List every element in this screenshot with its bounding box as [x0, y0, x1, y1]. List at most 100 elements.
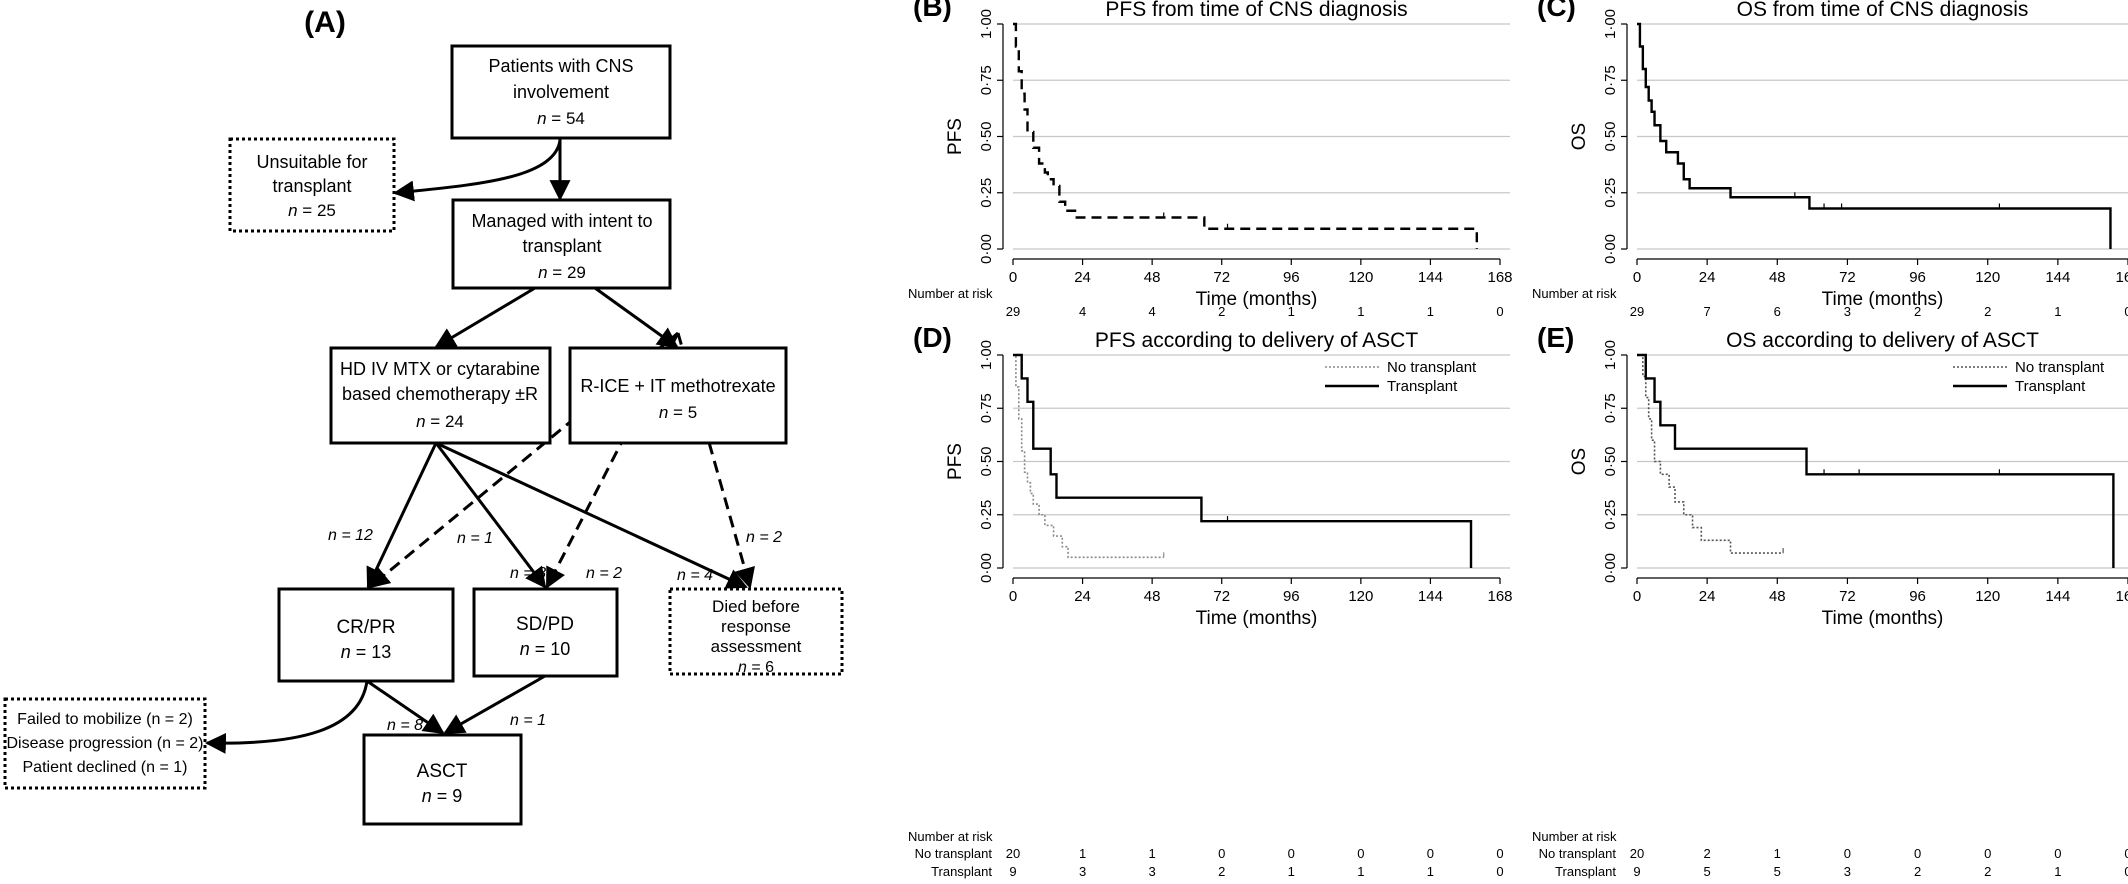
risk-header: Number at risk: [1532, 829, 1617, 844]
risk-value: 9: [1009, 864, 1016, 879]
risk-value: 1: [1357, 304, 1364, 319]
x-tick-label: 168: [1487, 588, 1512, 605]
risk-value: 2: [1914, 864, 1921, 879]
edge-hdmtx-to-died: [435, 441, 748, 589]
chart-title: PFS from time of CNS diagnosis: [1105, 0, 1407, 21]
risk-value: 20: [1630, 846, 1644, 861]
y-tick-label: 0·00: [978, 234, 995, 264]
km-curve-no-transplant: [1013, 354, 1164, 559]
risk-value: 1: [2054, 304, 2061, 319]
edge-label-rice-died: n = 2: [746, 529, 782, 546]
risk-value: 3: [1079, 864, 1086, 879]
risk-value: 0: [1288, 846, 1295, 861]
risk-value: 0: [1844, 846, 1851, 861]
km-panels: (B) PFS from time of CNS diagnosis 0·00 0·2…: [908, 0, 2128, 879]
risk-value: 0: [2124, 846, 2128, 861]
svg-text:n = 54: n = 54: [537, 109, 585, 128]
box-cns-n: 54: [566, 109, 585, 128]
x-tick-label: 48: [1144, 588, 1161, 605]
x-tick-label: 48: [1769, 588, 1786, 605]
x-tick-label: 144: [1418, 588, 1443, 605]
y-tick-label: 1·00: [978, 9, 995, 39]
svg-text:n = 13: n = 13: [341, 642, 392, 662]
svg-text:n = 10: n = 10: [520, 639, 571, 659]
y-tick-label: 0·50: [978, 121, 995, 151]
x-tick-label: 168: [1487, 269, 1512, 286]
box-unsuitable: Unsuitable for transplant n = 25: [228, 137, 396, 233]
risk-value: 0: [1496, 846, 1503, 861]
box-asct-n: 9: [452, 786, 462, 806]
edge-label-hd-sd: n = 1: [457, 530, 493, 547]
x-tick-label: 144: [2045, 588, 2070, 605]
risk-value: 1: [1427, 864, 1434, 879]
box-crpr-line1: CR/PR: [336, 617, 395, 638]
risk-value: 2: [1984, 304, 1991, 319]
legend-label: Transplant: [1387, 378, 1458, 395]
x-tick-label: 24: [1074, 588, 1091, 605]
risk-value: 0: [1427, 846, 1434, 861]
x-tick-label: 96: [1909, 269, 1926, 286]
risk-header: Number at risk: [1532, 286, 1617, 301]
box-cns-line1: Patients with CNS: [488, 56, 633, 76]
y-tick-label: 0·75: [978, 65, 995, 95]
km-curve-transplant: [1013, 353, 1473, 568]
box-hdmtx: HD IV MTX or cytarabine based chemothera…: [329, 346, 552, 445]
risk-value: 1: [1357, 864, 1364, 879]
risk-row-label: No transplant: [1539, 846, 1617, 861]
svg-text:n = 29: n = 29: [538, 263, 586, 282]
km-curve-all: [1013, 22, 1479, 249]
x-tick-label: 72: [1839, 269, 1856, 286]
panel-label: (B): [913, 0, 952, 22]
risk-value: 20: [1006, 846, 1020, 861]
risk-value: 29: [1630, 304, 1644, 319]
risk-value: 1: [1079, 846, 1086, 861]
x-tick-label: 120: [1975, 588, 2000, 605]
edge-label-hd-cr: n = 12: [328, 527, 373, 544]
y-tick-label: 0·00: [978, 553, 995, 583]
y-tick-label: 0·25: [978, 178, 995, 208]
risk-value: 2: [1218, 304, 1225, 319]
x-tick-label: 48: [1144, 269, 1161, 286]
edge-label-sd-asct: n = 1: [510, 712, 546, 729]
y-tick-label: 0·50: [1602, 446, 1619, 476]
edge-cns-to-unsuitable: [392, 139, 562, 202]
box-failed-line2: Disease progression (n = 2): [7, 735, 204, 752]
svg-text:n = 25: n = 25: [288, 201, 336, 220]
risk-value: 1: [2054, 864, 2061, 879]
risk-value: 1: [1427, 304, 1434, 319]
edge-intent-to-hdmtx: [434, 286, 536, 349]
box-died-n: 6: [765, 659, 774, 676]
box-unsuitable-line2: transplant: [272, 176, 351, 196]
x-tick-label: 0: [1633, 269, 1641, 286]
y-tick-label: 1·00: [978, 340, 995, 370]
box-died: Died before response assessment n = 6: [668, 587, 844, 676]
box-sdpd: SD/PD n = 10: [472, 587, 619, 678]
risk-value: 0: [1496, 304, 1503, 319]
y-tick-label: 0·75: [978, 393, 995, 423]
x-tick-label: 0: [1633, 588, 1641, 605]
y-tick-label: 0·00: [1602, 553, 1619, 583]
edge-hdmtx-to-crpr: [366, 442, 438, 589]
km-panel-c: (C) OS from time of CNS diagnosis 0·00 0·25…: [1532, 0, 2128, 319]
risk-value: 0: [1218, 846, 1225, 861]
risk-value: 9: [1633, 864, 1640, 879]
risk-value: 0: [2124, 304, 2128, 319]
x-tick-label: 24: [1699, 588, 1716, 605]
x-tick-label: 0: [1009, 269, 1017, 286]
x-tick-label: 72: [1213, 269, 1230, 286]
svg-text:n = 9: n = 9: [422, 786, 463, 806]
panel-label: (E): [1537, 322, 1574, 353]
x-tick-label: 168: [2115, 588, 2128, 605]
risk-value: 0: [2124, 864, 2128, 879]
x-axis-label: Time (months): [1822, 608, 1944, 629]
x-tick-label: 120: [1975, 269, 2000, 286]
risk-value: 1: [1288, 864, 1295, 879]
km-panel-e: (E) OS according to delivery of ASCT 0·00 0…: [1532, 322, 2128, 879]
y-axis-label: OS: [1569, 448, 1590, 475]
x-tick-label: 144: [1418, 269, 1443, 286]
risk-value: 5: [1704, 864, 1711, 879]
y-axis-label: OS: [1569, 123, 1590, 150]
chart-title: OS from time of CNS diagnosis: [1737, 0, 2029, 21]
risk-header: Number at risk: [908, 286, 993, 301]
